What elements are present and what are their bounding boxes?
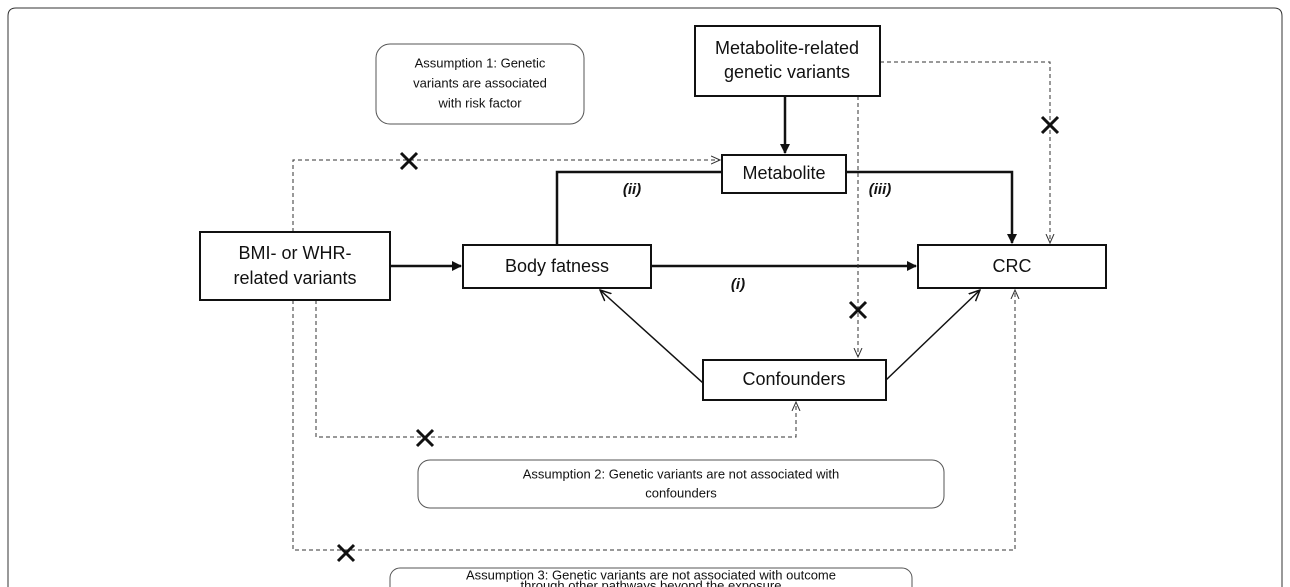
path-label: (i) [731,276,745,293]
frame [7,7,1283,587]
assumption-box [389,567,913,587]
assumption-text: with risk factor [437,95,522,110]
node-label: CRC [993,256,1032,276]
node-box [702,359,887,401]
node-label: genetic variants [724,62,850,82]
node-label: Body fatness [505,256,609,276]
assumption-text: variants are associated [413,75,547,90]
node-box [721,154,847,194]
node-label: Metabolite-related [715,38,859,58]
path-label: (iii) [869,181,892,198]
assumption-text: Assumption 3: Genetic variants are not a… [466,567,836,582]
path-label: (ii) [623,181,641,198]
node-label: BMI- or WHR- [239,243,352,263]
assumption-text: Assumption 2: Genetic variants are not a… [523,466,840,481]
assumption-box [375,43,585,125]
edges [292,61,1050,551]
node-label: Metabolite [742,163,825,183]
node-label: Confounders [742,369,845,389]
crosses [336,115,1060,563]
assumption-box [417,459,945,509]
node-box [917,244,1107,289]
assumption-text: confounders [645,485,717,500]
node-box [462,244,652,289]
node-box [199,231,391,301]
node-box [694,25,881,97]
node-label: related variants [233,268,356,288]
assumption-text: through other pathways beyond the exposu… [521,578,782,587]
assumption-text: Assumption 1: Genetic [415,55,546,70]
